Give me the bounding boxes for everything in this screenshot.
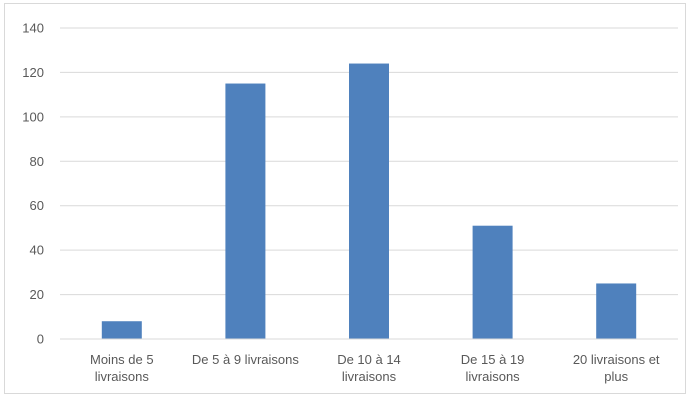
x-tick-label-line: livraisons: [466, 369, 521, 384]
x-tick-label: 20 livraisons et plus: [573, 352, 660, 384]
bar: [349, 64, 389, 339]
x-tick-label-line: De 10 à 14: [337, 352, 401, 367]
y-tick-label: 140: [22, 21, 44, 36]
y-tick-label: 20: [30, 287, 44, 302]
y-tick-label: 80: [30, 154, 44, 169]
x-tick-label: De 10 à 14 livraisons: [337, 352, 401, 384]
x-tick-label-line: plus: [604, 369, 628, 384]
x-tick-label-line: De 5 à 9 livraisons: [192, 352, 299, 367]
x-tick-label-line: De 15 à 19: [461, 352, 525, 367]
x-tick-label-line: Moins de 5: [90, 352, 154, 367]
y-tick-label: 40: [30, 243, 44, 258]
y-axis-ticks: 0 20 40 60 80 100 120 140: [22, 21, 44, 347]
bar: [225, 84, 265, 339]
y-tick-label: 60: [30, 198, 44, 213]
x-axis-labels: Moins de 5 livraisons De 5 à 9 livraisons D…: [90, 352, 660, 384]
x-tick-label-line: 20 livraisons et: [573, 352, 660, 367]
bar: [473, 226, 513, 339]
x-tick-label-line: livraisons: [342, 369, 397, 384]
y-tick-label: 100: [22, 109, 44, 124]
bar: [102, 321, 142, 339]
y-tick-label: 120: [22, 65, 44, 80]
x-tick-label: De 15 à 19 livraisons: [461, 352, 525, 384]
x-tick-label-line: livraisons: [95, 369, 150, 384]
bar: [596, 283, 636, 339]
y-tick-label: 0: [37, 332, 44, 347]
x-tick-label: De 5 à 9 livraisons: [192, 352, 299, 367]
x-tick-label: Moins de 5 livraisons: [90, 352, 154, 384]
bars: [102, 64, 636, 339]
